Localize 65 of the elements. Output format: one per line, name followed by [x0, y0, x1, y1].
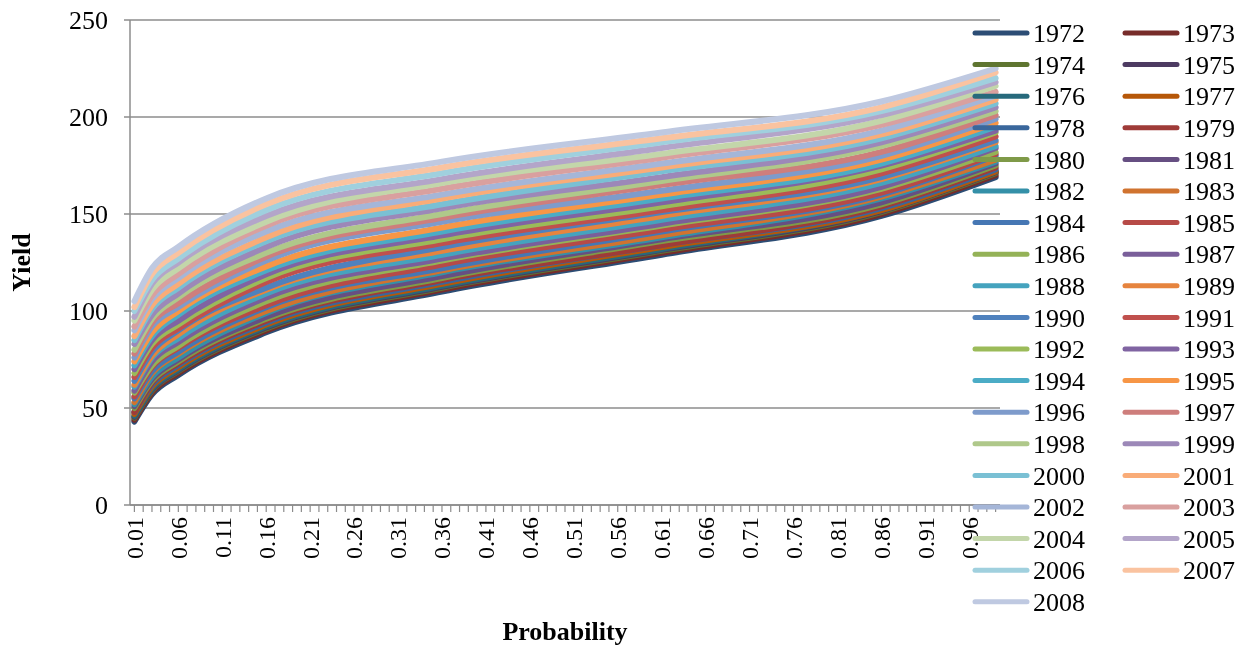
legend-label: 1988	[1033, 271, 1085, 301]
y-tick-label: 200	[69, 103, 108, 133]
legend-label: 1994	[1033, 366, 1085, 396]
legend-label: 1980	[1033, 145, 1085, 175]
legend-label: 1976	[1033, 82, 1085, 112]
legend-label: 1984	[1033, 208, 1085, 238]
legend-label: 1979	[1183, 113, 1235, 143]
legend-label: 2006	[1033, 556, 1085, 586]
legend-label: 1996	[1033, 398, 1085, 428]
legend-label: 1974	[1033, 50, 1085, 80]
x-axis-title: Probability	[502, 617, 628, 646]
legend-label: 1993	[1183, 335, 1235, 365]
x-tick-label: 0.91	[912, 517, 939, 559]
x-tick-label: 0.71	[736, 517, 763, 559]
x-tick-label: 0.86	[868, 517, 895, 559]
x-tick-label: 0.36	[429, 517, 456, 559]
x-tick-label: 0.31	[385, 517, 412, 559]
legend-label: 1973	[1183, 19, 1235, 49]
x-tick-label: 0.21	[297, 517, 324, 559]
legend-label: 1999	[1183, 429, 1235, 459]
legend-label: 2001	[1183, 461, 1235, 491]
legend-label: 2002	[1033, 493, 1085, 523]
x-tick-label: 0.66	[693, 517, 720, 559]
legend-label: 1998	[1033, 429, 1085, 459]
legend-label: 1995	[1183, 366, 1235, 396]
y-tick-label: 100	[69, 297, 108, 327]
y-tick-label: 150	[69, 200, 108, 230]
x-tick-label: 0.41	[473, 517, 500, 559]
legend-label: 2003	[1183, 493, 1235, 523]
x-tick-label: 0.81	[824, 517, 851, 559]
y-tick-label: 50	[82, 394, 108, 424]
x-tick-label: 0.01	[121, 517, 148, 559]
x-tick-label: 0.26	[341, 517, 368, 559]
legend-label: 2007	[1183, 556, 1235, 586]
legend-label: 2008	[1033, 587, 1085, 617]
legend-label: 1989	[1183, 271, 1235, 301]
x-tick-label: 0.51	[561, 517, 588, 559]
x-tick-label: 0.16	[253, 517, 280, 559]
x-tick-label: 0.46	[517, 517, 544, 559]
legend-label: 1983	[1183, 177, 1235, 207]
x-tick-label: 0.76	[780, 517, 807, 559]
legend-label: 1985	[1183, 208, 1235, 238]
y-tick-label: 250	[69, 6, 108, 36]
legend-label: 1986	[1033, 240, 1085, 270]
legend-label: 2000	[1033, 461, 1085, 491]
legend-label: 2005	[1183, 524, 1235, 554]
legend-label: 1972	[1033, 19, 1085, 49]
legend-label: 2004	[1033, 524, 1085, 554]
x-tick-label: 0.06	[165, 517, 192, 559]
legend-label: 1977	[1183, 82, 1235, 112]
x-tick-label: 0.61	[649, 517, 676, 559]
legend-label: 1997	[1183, 398, 1235, 428]
x-tick-label: 0.56	[605, 517, 632, 559]
x-tick-label: 0.96	[956, 517, 983, 559]
legend-label: 1991	[1183, 303, 1235, 333]
legend-label: 1981	[1183, 145, 1235, 175]
legend-label: 1987	[1183, 240, 1235, 270]
legend-label: 1982	[1033, 177, 1085, 207]
legend-label: 1975	[1183, 50, 1235, 80]
y-tick-label: 0	[95, 491, 108, 521]
y-axis-title: Yield	[7, 232, 36, 292]
legend-label: 1990	[1033, 303, 1085, 333]
x-tick-label: 0.11	[209, 517, 236, 559]
legend-label: 1992	[1033, 335, 1085, 365]
legend-label: 1978	[1033, 113, 1085, 143]
